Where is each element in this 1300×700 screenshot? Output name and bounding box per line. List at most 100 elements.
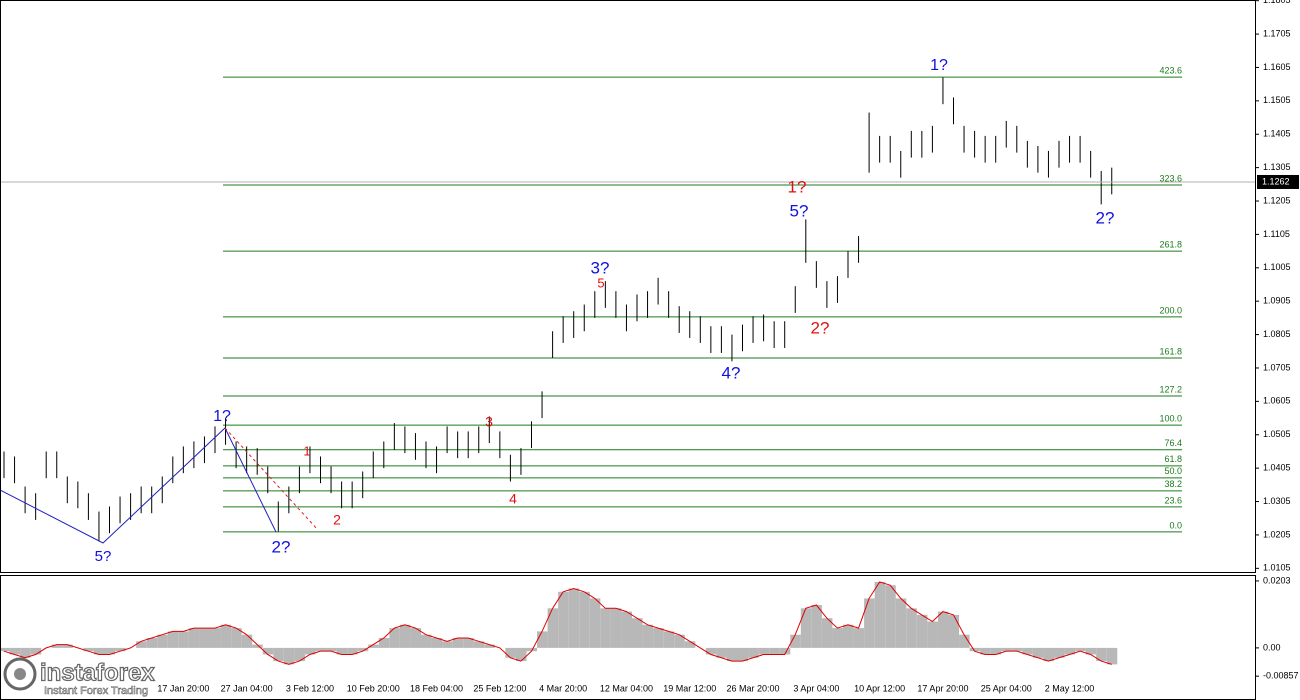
y-tick-label: 1.0905 [1263, 296, 1291, 306]
fib-label: 423.6 [1159, 66, 1182, 76]
oscillator-bar [167, 631, 179, 648]
y-tick-label: 1.0705 [1263, 362, 1291, 372]
oscillator-bar [937, 611, 949, 648]
oscillator-bar [304, 647, 316, 655]
oscillator-bar [895, 598, 907, 648]
oscillator-bar [990, 647, 1002, 655]
oscillator-bar [726, 647, 738, 662]
oscillator-bar [832, 628, 843, 648]
oscillator-bar [336, 647, 348, 655]
y-tick-label: 1.1805 [1263, 0, 1291, 5]
oscillator-bar [674, 634, 685, 648]
y-tick-label: 1.1505 [1263, 95, 1291, 105]
oscillator-bar [959, 634, 970, 648]
x-tick-label: 17 Apr 20:00 [917, 683, 968, 693]
y-tick-label: 1.1405 [1263, 129, 1291, 139]
logo-tagline: Instant Forex Trading [44, 685, 148, 697]
x-tick-label: 10 Feb 20:00 [347, 683, 400, 693]
oscillator-bar [885, 585, 896, 648]
wave-label: 2? [272, 537, 291, 556]
wave-label: 1? [213, 408, 231, 425]
x-tick-label: 3 Feb 12:00 [286, 683, 334, 693]
oscillator-bar [273, 647, 284, 662]
oscillator-bar [969, 647, 981, 652]
wave-label: 1? [788, 177, 807, 196]
y-tick-label: 1.0105 [1263, 563, 1291, 573]
fib-label: 23.6 [1164, 495, 1182, 505]
wave-label: 2? [811, 318, 830, 337]
oscillator-bar [980, 647, 991, 655]
x-tick-label: 10 Apr 12:00 [854, 683, 905, 693]
oscillator-bar [1075, 647, 1086, 652]
fib-label: 100.0 [1159, 413, 1182, 423]
fib-label: 161.8 [1159, 346, 1182, 356]
y-tick-label: 1.1605 [1263, 62, 1291, 72]
oscillator-bar [663, 631, 675, 648]
y-tick-label: 1.1005 [1263, 262, 1291, 272]
fib-label: 38.2 [1164, 479, 1182, 489]
oscillator-bar [811, 605, 822, 648]
oscillator-bar [283, 647, 295, 665]
oscillator-bar [632, 618, 643, 648]
oscillator-bar [389, 628, 400, 648]
wave-label: 1 [303, 443, 310, 458]
y-tick-label: 1.0205 [1263, 529, 1291, 539]
oscillator-bar [526, 647, 538, 652]
oscillator-bar [188, 628, 200, 648]
oscillator-bar [315, 647, 327, 652]
oscillator-bar [9, 647, 21, 655]
oscillator-bar [769, 647, 780, 655]
fib-label: 323.6 [1159, 173, 1182, 183]
oscillator-bar [1011, 647, 1023, 652]
oscillator-bar [716, 647, 727, 658]
logo-name: instaforex [40, 659, 155, 686]
x-tick-label: 25 Apr 04:00 [981, 683, 1032, 693]
oscillator-bar [357, 647, 369, 652]
oscillator-bar [1001, 647, 1012, 652]
x-tick-label: 25 Feb 12:00 [473, 683, 526, 693]
oscillator-bar [1085, 647, 1097, 655]
oscillator-bar [484, 644, 495, 648]
oscillator-bar [262, 647, 274, 655]
oscillator-bar [1043, 647, 1054, 662]
oscillator-bar [368, 644, 379, 648]
wave-line-dashed [224, 427, 319, 531]
wave-label: 3? [591, 258, 610, 277]
wave-label: 1? [930, 57, 948, 74]
fib-label: 61.8 [1164, 454, 1182, 464]
x-tick-label: 4 Mar 20:00 [539, 683, 587, 693]
y-tick-label: 1.0805 [1263, 329, 1291, 339]
wave-line [0, 427, 277, 544]
fib-label: 50.0 [1164, 466, 1182, 476]
oscillator-bar [431, 637, 443, 648]
oscillator-bar [104, 647, 116, 655]
y-tick-label: 1.0405 [1263, 463, 1291, 473]
oscillator-bar [684, 641, 696, 648]
oscillator-bar [294, 647, 305, 662]
oscillator-bar [1064, 647, 1076, 655]
y-tick-label: 1.0605 [1263, 396, 1291, 406]
oscillator-bar [252, 644, 263, 648]
wave-label: 4 [509, 491, 517, 507]
wave-label: 2 [333, 512, 341, 528]
y-tick-label: 1.1305 [1263, 162, 1291, 172]
y-tick-label: 1.0305 [1263, 496, 1291, 506]
oscillator-bar [62, 644, 73, 648]
y-tick-label: -0.00857 [1263, 671, 1299, 681]
oscillator-bar [505, 647, 516, 658]
oscillator-bar [220, 624, 232, 648]
oscillator-bar [136, 641, 147, 648]
oscillator-bar [758, 647, 770, 655]
last-price-label: 1.1262 [1262, 176, 1290, 186]
oscillator-bar [115, 647, 126, 652]
oscillator-bar [199, 628, 210, 648]
oscillator-bar [51, 644, 63, 648]
wave-label: 5 [597, 275, 604, 290]
y-tick-label: 0.00 [1263, 642, 1281, 652]
y-tick-label: 1.1105 [1263, 229, 1290, 239]
oscillator-bar [547, 608, 559, 648]
oscillator-bar [705, 647, 717, 655]
oscillator-bar [906, 608, 917, 648]
